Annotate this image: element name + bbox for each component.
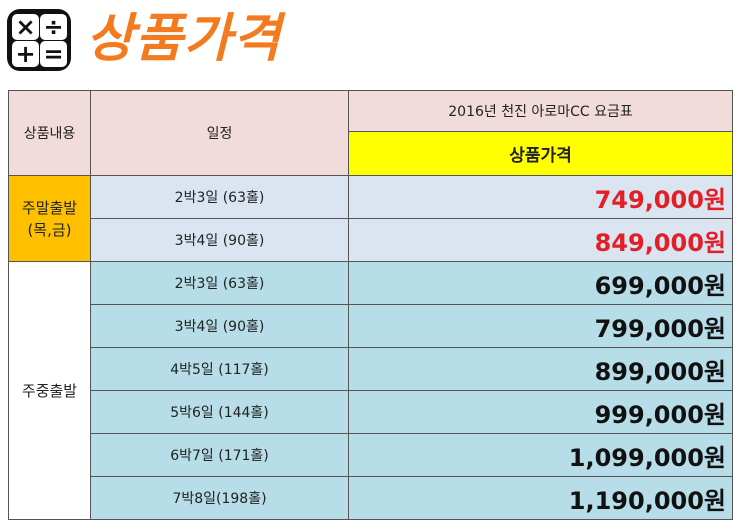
category-weekday: 주중출발 <box>8 261 91 520</box>
price-cell: 849,000원 <box>348 218 733 262</box>
category-label: 주말출발 <box>21 198 78 217</box>
price-cell: 1,190,000원 <box>348 476 733 520</box>
table-row: 4박5일 (117홀) 899,000원 <box>9 347 733 391</box>
header-schedule: 일정 <box>90 90 349 176</box>
price-cell: 749,000원 <box>348 175 733 219</box>
table-row: 5박6일 (144홀) 999,000원 <box>9 390 733 434</box>
price-cell: 699,000원 <box>348 261 733 305</box>
schedule-cell: 2박3일 (63홀) <box>90 261 349 305</box>
schedule-cell: 7박8일(198홀) <box>90 476 349 520</box>
calculator-icon: × ÷ + = <box>7 9 71 71</box>
header-price: 상품가격 <box>348 131 733 176</box>
schedule-cell: 3박4일 (90홀) <box>90 218 349 262</box>
schedule-cell: 3박4일 (90홀) <box>90 304 349 348</box>
category-sublabel: (목,금) <box>27 220 72 239</box>
price-cell: 999,000원 <box>348 390 733 434</box>
divide-icon: ÷ <box>40 14 67 40</box>
price-cell: 1,099,000원 <box>348 433 733 477</box>
table-row: 6박7일 (171홀) 1,099,000원 <box>9 433 733 477</box>
table-row: 주중출발 2박3일 (63홀) 699,000원 <box>8 261 733 520</box>
price-cell: 899,000원 <box>348 347 733 391</box>
multiply-icon: × <box>12 14 39 40</box>
table-row: 7박8일(198홀) 1,190,000원 <box>9 476 733 520</box>
table-row: 3박4일 (90홀) 799,000원 <box>9 304 733 348</box>
page-title: 상품가격 <box>86 9 282 69</box>
equals-icon: = <box>40 41 67 67</box>
schedule-cell: 5박6일 (144홀) <box>90 390 349 434</box>
header: × ÷ + = 상품가격 <box>0 0 740 80</box>
price-table: 상품내용 일정 2016년 천진 아로마CC 요금표 상품가격 주말출발 (목,… <box>8 90 733 520</box>
table-row: 3박4일 (90홀) 849,000원 <box>9 218 733 262</box>
header-table-title: 2016년 천진 아로마CC 요금표 <box>348 90 733 132</box>
category-weekend: 주말출발 (목,금) <box>8 175 91 262</box>
schedule-cell: 4박5일 (117홀) <box>90 347 349 391</box>
schedule-cell: 2박3일 (63홀) <box>90 175 349 219</box>
plus-icon: + <box>12 41 39 67</box>
table-row: 주말출발 (목,금) 2박3일 (63홀) 749,000원 <box>8 175 733 262</box>
schedule-cell: 6박7일 (171홀) <box>90 433 349 477</box>
price-cell: 799,000원 <box>348 304 733 348</box>
header-category: 상품내용 <box>8 90 91 176</box>
